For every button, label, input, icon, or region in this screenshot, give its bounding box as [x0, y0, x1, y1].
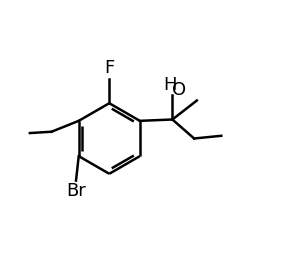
Text: O: O — [172, 81, 186, 99]
Text: F: F — [104, 60, 114, 78]
Text: Br: Br — [66, 182, 86, 200]
Text: H: H — [163, 76, 176, 94]
